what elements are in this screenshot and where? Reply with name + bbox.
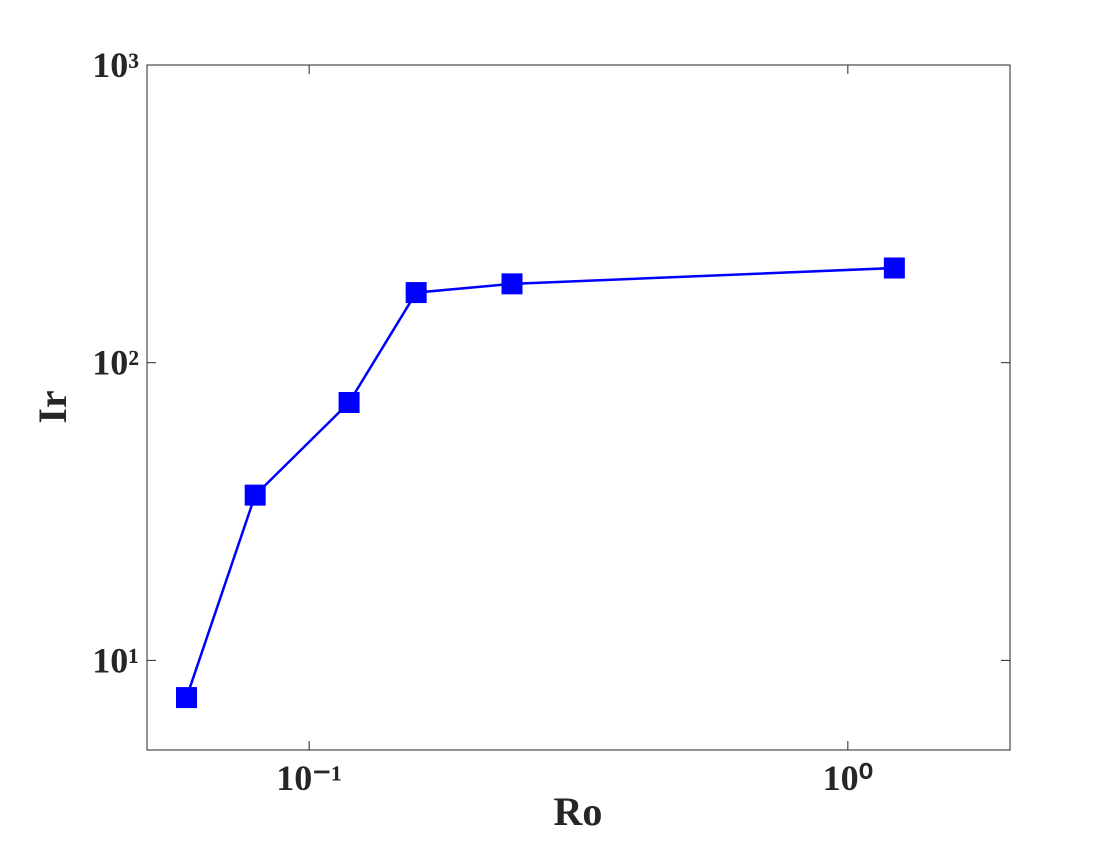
y-tick-label: 10³ [92, 45, 139, 85]
y-tick-label: 10¹ [92, 640, 139, 680]
marker [176, 687, 198, 709]
marker [338, 391, 360, 413]
marker [883, 257, 905, 279]
x-axis-label: Ro [554, 789, 603, 834]
marker [244, 484, 266, 506]
plot-frame [146, 64, 1011, 751]
series-line [185, 266, 895, 698]
x-tick-label: 10⁻¹ [276, 758, 342, 798]
y-tick-label: 10² [92, 343, 139, 383]
y-axis-label: Ir [30, 390, 75, 423]
marker [405, 282, 427, 304]
x-tick-label: 10⁰ [823, 758, 873, 798]
marker [501, 273, 523, 295]
